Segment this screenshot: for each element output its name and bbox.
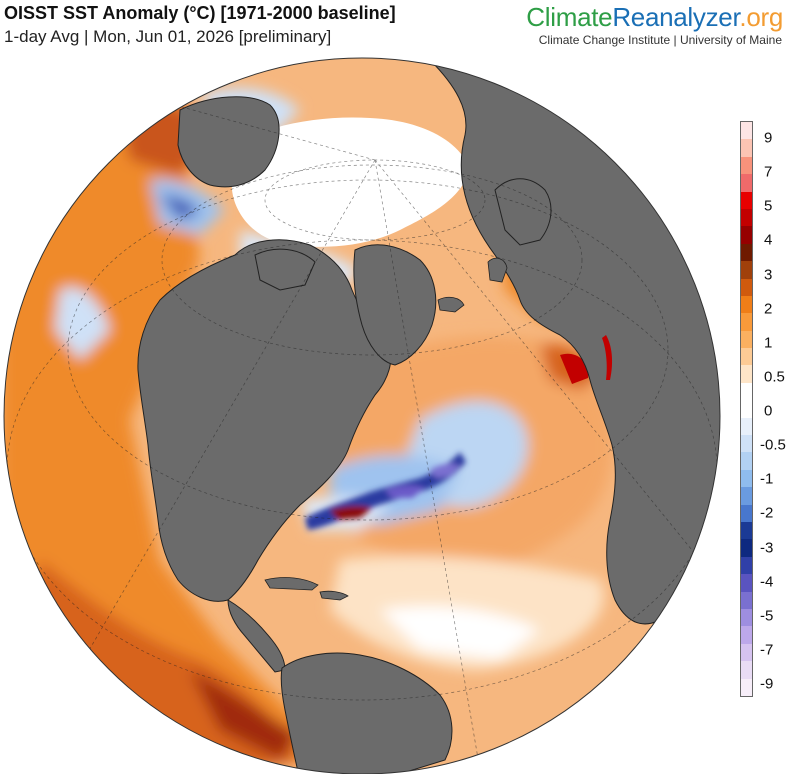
color-scale-segment	[741, 591, 752, 609]
color-scale-label: 2	[764, 300, 773, 318]
color-scale-segment	[741, 556, 752, 575]
color-scale-segment	[741, 348, 752, 366]
brand-logo[interactable]: ClimateReanalyzer.org	[526, 2, 783, 33]
color-scale-segment	[741, 661, 752, 679]
mediterranean-hotspot	[560, 353, 589, 384]
color-scale-segment	[741, 191, 752, 209]
color-scale-label: 5	[764, 197, 773, 215]
hispaniola-island	[319, 590, 349, 601]
south-america-landmass	[280, 652, 453, 774]
canadian-archipelago	[254, 248, 316, 291]
color-scale-label: 7	[764, 163, 773, 181]
cuba-island	[264, 577, 319, 591]
color-scale-label: 1	[764, 334, 773, 352]
greenland-landmass	[353, 244, 437, 366]
scandinavia-landmass	[494, 178, 552, 246]
color-scale-segment	[741, 295, 752, 314]
brand-part-reanalyzer: Reanalyzer	[612, 2, 740, 32]
british-isles	[487, 257, 508, 283]
color-scale-segment	[741, 574, 752, 592]
color-scale-segment	[741, 521, 752, 540]
brand-tagline: Climate Change Institute | University of…	[538, 33, 782, 47]
alaska-landmass	[177, 96, 280, 188]
color-scale-segment	[741, 208, 752, 227]
color-scale-label: 9	[764, 129, 773, 147]
brand-part-org: .org	[739, 2, 783, 32]
color-scale-segment	[741, 608, 752, 627]
central-america-landmass	[227, 599, 286, 673]
color-scale-segment	[741, 278, 752, 296]
color-scale-label: -1	[760, 470, 774, 488]
color-scale-label: -5	[760, 607, 774, 625]
color-scale-segment	[741, 139, 752, 157]
color-scale-segment	[741, 504, 752, 522]
color-scale-label: 0	[764, 402, 773, 420]
color-scale-segment	[741, 174, 752, 192]
color-scale-segment	[741, 487, 752, 505]
color-scale-segment	[741, 156, 752, 175]
color-scale-label: 0.5	[764, 368, 785, 386]
color-scale-segment	[741, 243, 752, 262]
color-scale-label: -7	[760, 641, 774, 659]
color-scale-label: -0.5	[760, 436, 786, 454]
color-scale-segment	[741, 452, 752, 470]
color-scale-segment	[741, 382, 752, 401]
color-scale-label: 4	[764, 231, 773, 249]
globe-outline	[3, 57, 721, 774]
color-scale-segment	[741, 417, 752, 436]
arctic-sea-ice	[230, 117, 470, 247]
brand-part-climate: Climate	[526, 2, 613, 32]
color-scale-segment	[741, 626, 752, 644]
color-scale-label: -4	[760, 573, 774, 591]
map-title: OISST SST Anomaly (°C) [1971-2000 baseli…	[4, 3, 396, 23]
color-scale-segment	[741, 678, 752, 696]
color-scale-segment	[741, 400, 752, 418]
color-scale-segment	[741, 435, 752, 453]
red-sea	[602, 335, 613, 380]
color-scale-segment	[741, 365, 752, 383]
color-scale-segment	[741, 313, 752, 331]
color-scale-label: -9	[760, 675, 774, 693]
color-scale-segment	[741, 226, 752, 244]
color-scale-segment	[741, 122, 752, 140]
gulf-stream-anomaly	[305, 452, 466, 530]
color-scale-label: 3	[764, 266, 773, 283]
color-scale-segment	[741, 330, 752, 349]
color-scale-segment	[741, 469, 752, 488]
map-subtitle: 1-day Avg | Mon, Jun 01, 2026 [prelimina…	[4, 27, 332, 46]
graticule-lines	[6, 89, 718, 771]
color-scale-bar	[740, 121, 753, 697]
color-scale-label: -3	[760, 539, 774, 556]
color-scale-segment	[741, 643, 752, 662]
iceland-island	[437, 296, 465, 313]
color-scale-segment	[741, 539, 752, 557]
color-scale-label: -2	[760, 504, 774, 522]
color-scale-segment	[741, 261, 752, 279]
